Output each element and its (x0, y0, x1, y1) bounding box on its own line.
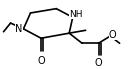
Text: O: O (37, 56, 45, 66)
Text: N: N (15, 24, 22, 34)
Text: NH: NH (70, 10, 83, 19)
Text: O: O (95, 58, 102, 68)
Text: O: O (109, 30, 116, 40)
